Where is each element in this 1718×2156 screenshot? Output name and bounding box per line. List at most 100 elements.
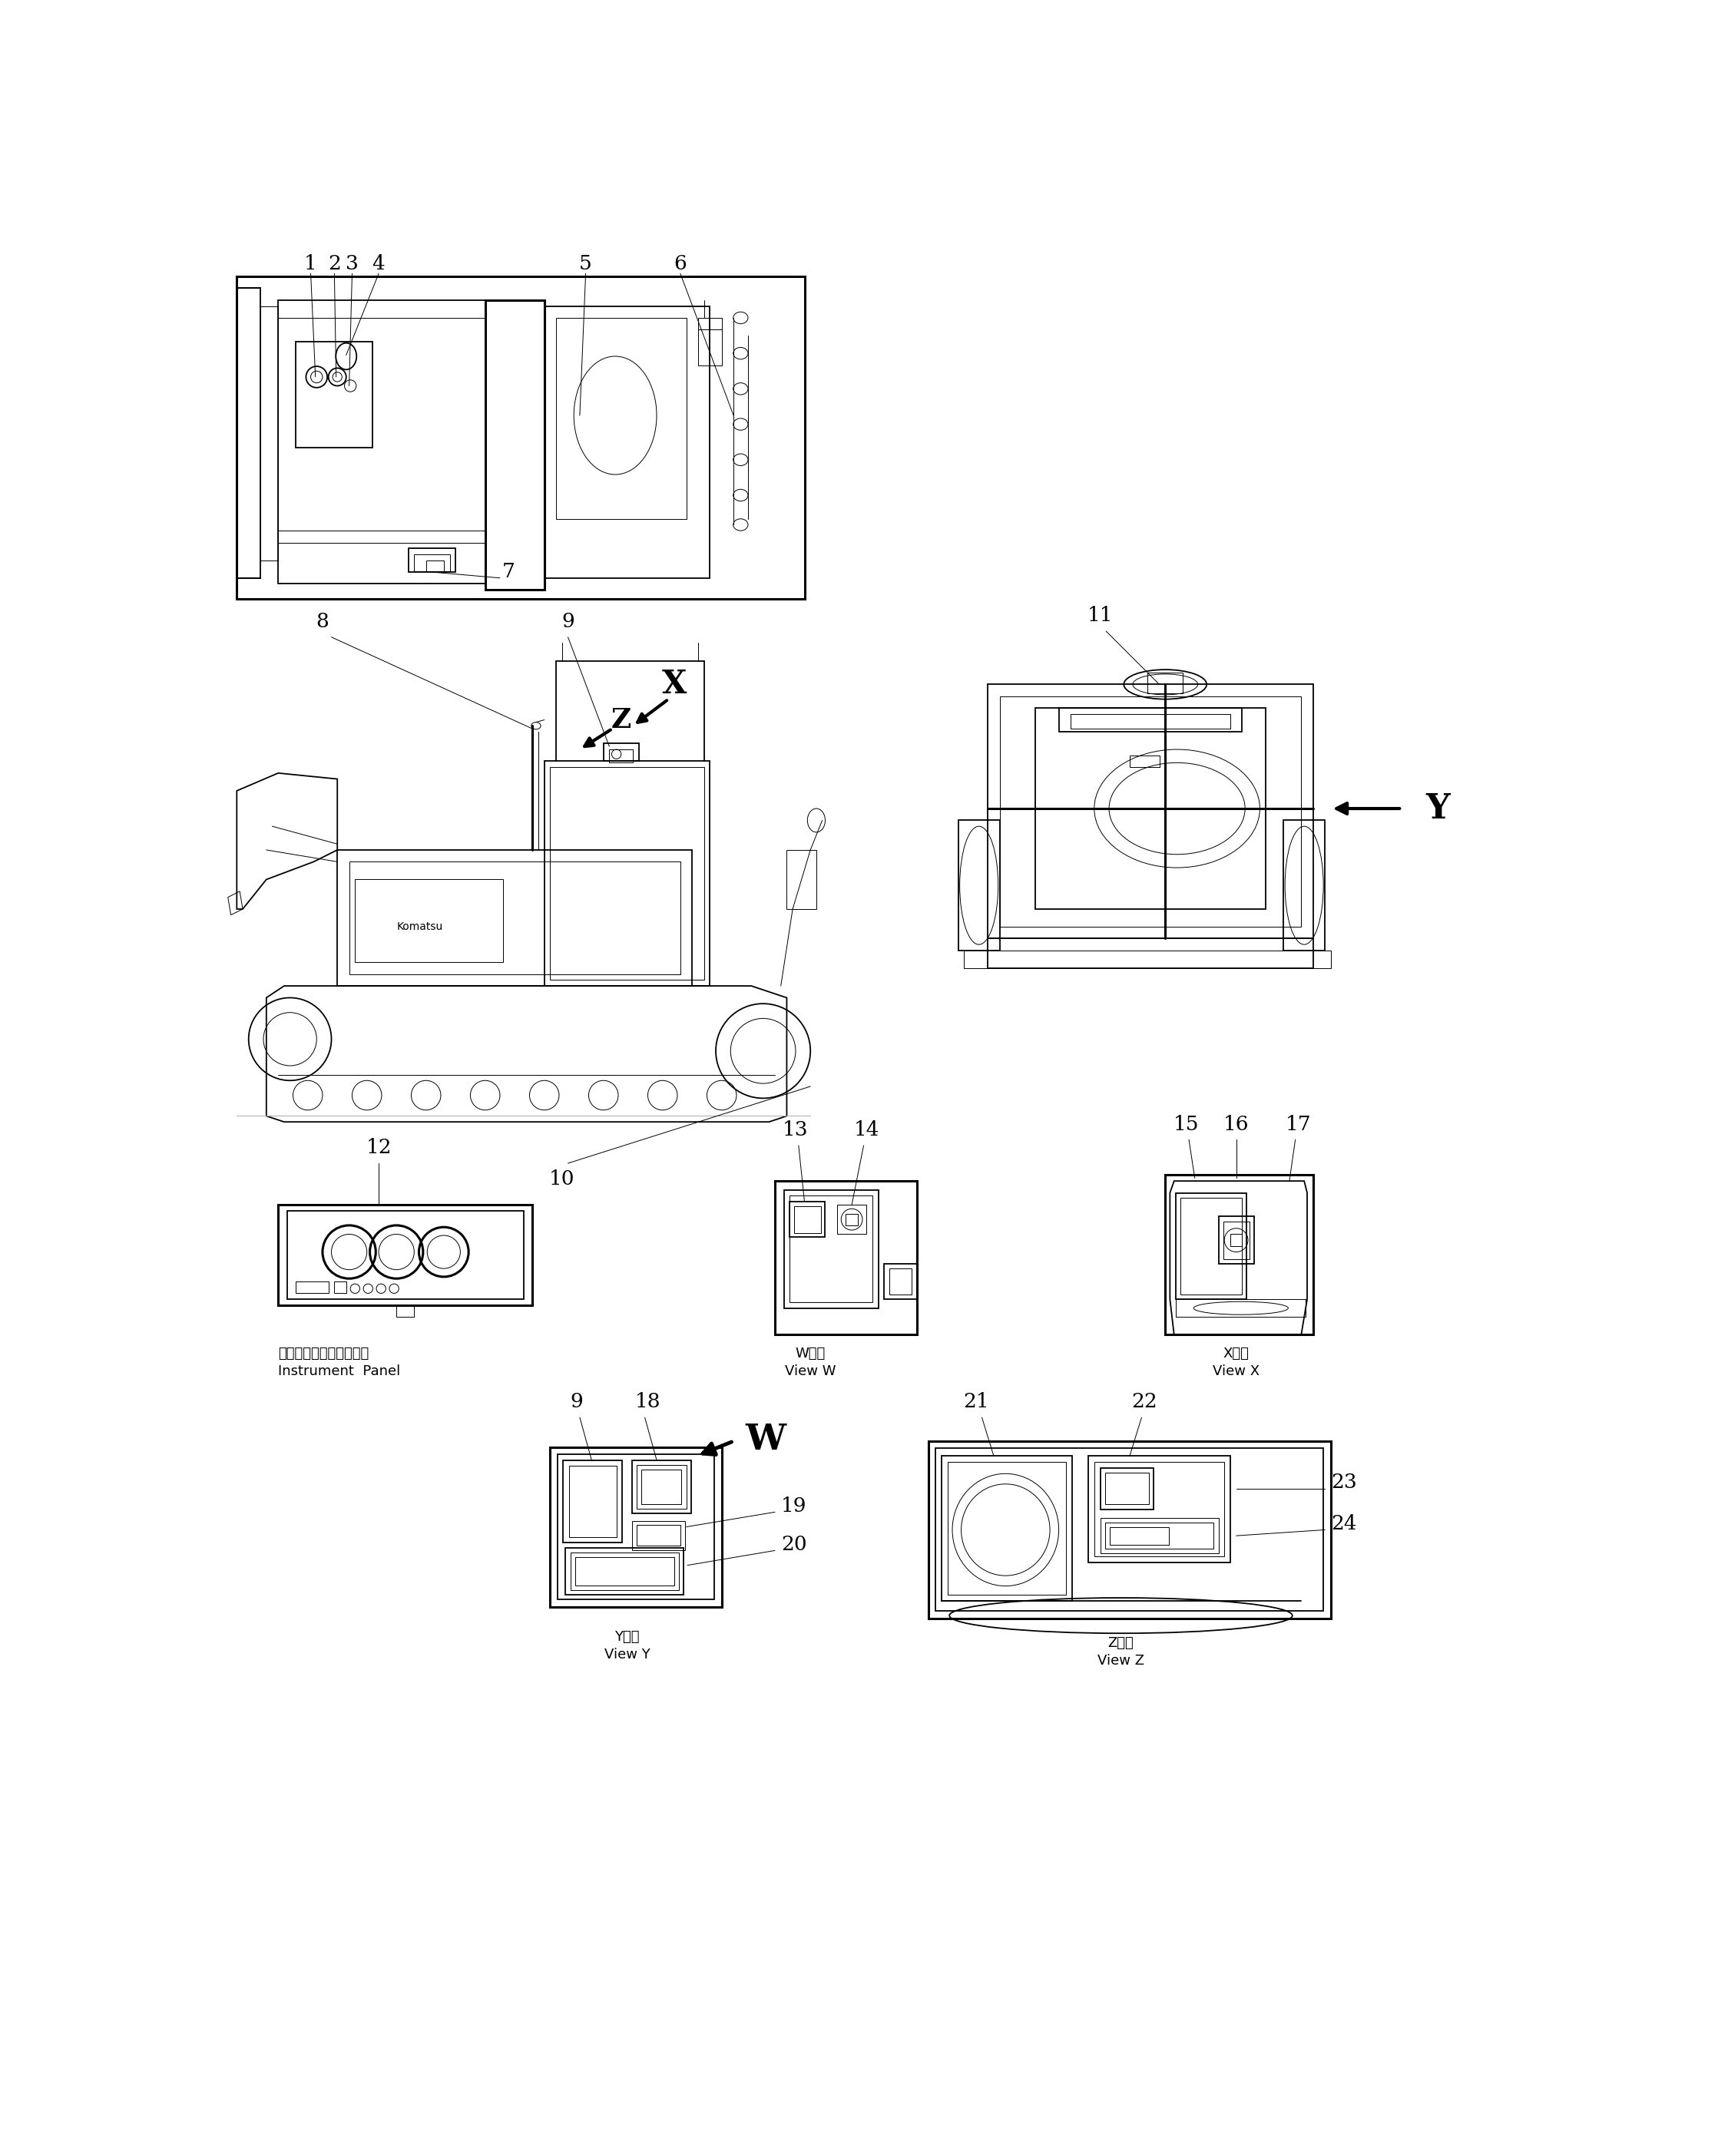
- Text: Z　視: Z 視: [1108, 1636, 1134, 1649]
- Bar: [426, 561, 443, 571]
- Bar: [988, 683, 1313, 938]
- Bar: [261, 306, 278, 561]
- Bar: [1100, 1518, 1218, 1554]
- Text: Y: Y: [1426, 791, 1450, 826]
- Bar: [570, 1552, 679, 1591]
- Bar: [787, 849, 816, 910]
- Bar: [397, 1304, 414, 1317]
- Text: 15: 15: [1173, 1115, 1199, 1134]
- Bar: [603, 744, 639, 761]
- Bar: [1180, 1197, 1242, 1294]
- Bar: [1218, 1216, 1254, 1263]
- Bar: [564, 1460, 622, 1544]
- Bar: [988, 938, 1313, 968]
- Bar: [356, 880, 503, 962]
- Bar: [1230, 1233, 1242, 1246]
- Bar: [964, 951, 1331, 968]
- Text: 20: 20: [782, 1535, 807, 1554]
- Bar: [1175, 1192, 1247, 1300]
- Bar: [775, 1181, 917, 1335]
- Bar: [698, 317, 722, 364]
- Bar: [295, 341, 373, 448]
- Text: Instrument  Panel: Instrument Panel: [278, 1365, 400, 1378]
- Text: View Z: View Z: [1098, 1654, 1144, 1669]
- Text: View Y: View Y: [605, 1647, 649, 1662]
- Text: 13: 13: [783, 1121, 809, 1141]
- Text: W　視: W 視: [795, 1348, 825, 1360]
- Bar: [287, 1210, 524, 1300]
- Bar: [1165, 1175, 1313, 1335]
- Text: View X: View X: [1213, 1365, 1259, 1378]
- Bar: [794, 1205, 821, 1233]
- Bar: [278, 300, 484, 584]
- Bar: [637, 1464, 685, 1509]
- Bar: [1175, 1300, 1306, 1317]
- Text: 1: 1: [304, 254, 318, 274]
- Bar: [278, 1205, 533, 1304]
- Bar: [237, 276, 804, 599]
- Bar: [414, 554, 450, 571]
- Bar: [484, 300, 545, 591]
- Bar: [959, 821, 1000, 951]
- Bar: [550, 768, 704, 981]
- Bar: [632, 1460, 691, 1514]
- Text: 14: 14: [854, 1121, 880, 1141]
- Bar: [545, 306, 710, 578]
- Bar: [295, 1281, 328, 1294]
- Bar: [929, 1440, 1331, 1619]
- Bar: [1000, 696, 1301, 927]
- Text: 12: 12: [366, 1138, 392, 1158]
- Text: 9: 9: [570, 1393, 582, 1412]
- Bar: [845, 1214, 857, 1225]
- Bar: [610, 750, 632, 763]
- Bar: [1094, 1462, 1225, 1557]
- Text: X: X: [661, 668, 687, 701]
- Text: 3: 3: [345, 254, 359, 274]
- Text: 24: 24: [1331, 1514, 1357, 1533]
- Text: 6: 6: [673, 254, 687, 274]
- Bar: [790, 1197, 873, 1302]
- Bar: [790, 1201, 825, 1238]
- Bar: [936, 1449, 1323, 1611]
- Bar: [409, 548, 455, 571]
- Bar: [550, 1447, 722, 1606]
- Text: 19: 19: [782, 1496, 806, 1516]
- Text: 17: 17: [1285, 1115, 1311, 1134]
- Text: 9: 9: [562, 612, 574, 632]
- Bar: [349, 862, 680, 975]
- Bar: [545, 761, 710, 985]
- Text: 23: 23: [1331, 1473, 1357, 1492]
- Bar: [632, 1520, 685, 1550]
- Text: X　視: X 視: [1223, 1348, 1249, 1360]
- Text: Y　視: Y 視: [615, 1630, 639, 1645]
- Bar: [1130, 755, 1160, 768]
- Text: 2: 2: [328, 254, 340, 274]
- Text: 21: 21: [964, 1393, 990, 1412]
- Text: 7: 7: [502, 563, 515, 580]
- Bar: [837, 1205, 866, 1233]
- Bar: [1148, 673, 1184, 694]
- Bar: [637, 1524, 680, 1546]
- Bar: [888, 1268, 912, 1294]
- Bar: [1223, 1220, 1249, 1259]
- Bar: [335, 1281, 347, 1294]
- Bar: [1105, 1522, 1213, 1548]
- Bar: [1110, 1526, 1168, 1544]
- Bar: [569, 1466, 617, 1537]
- Text: Z: Z: [612, 707, 631, 733]
- Bar: [237, 289, 261, 578]
- Bar: [1105, 1473, 1149, 1505]
- Bar: [576, 1557, 675, 1585]
- Bar: [557, 317, 685, 520]
- Text: 5: 5: [579, 254, 593, 274]
- Bar: [1036, 707, 1266, 910]
- Text: 16: 16: [1223, 1115, 1249, 1134]
- Bar: [641, 1470, 682, 1505]
- Bar: [337, 849, 692, 985]
- Bar: [1087, 1455, 1230, 1563]
- Bar: [885, 1263, 917, 1300]
- Text: 8: 8: [316, 612, 328, 632]
- Bar: [948, 1462, 1065, 1595]
- Text: 18: 18: [636, 1393, 661, 1412]
- Bar: [1058, 707, 1242, 731]
